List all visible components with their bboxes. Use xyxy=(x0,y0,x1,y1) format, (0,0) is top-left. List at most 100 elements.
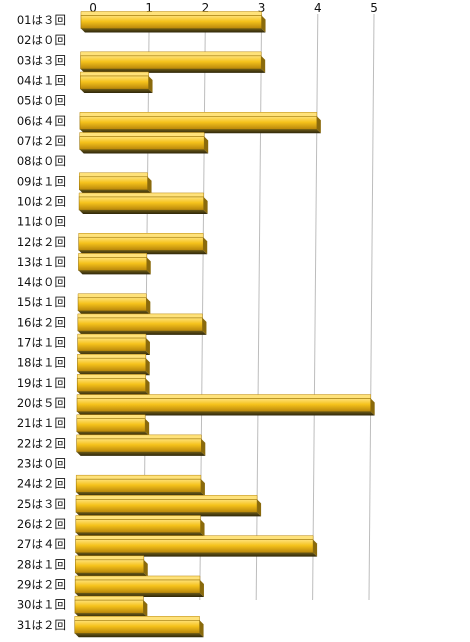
bar-shadow-face xyxy=(79,209,208,214)
bar-front-face xyxy=(80,15,262,29)
bar-shadow-face xyxy=(76,451,206,456)
bar-shadow-face xyxy=(80,28,266,33)
category-label: 28は１回 xyxy=(17,557,66,571)
category-label: 09は１回 xyxy=(17,174,66,188)
category-label: 30は１回 xyxy=(17,598,66,612)
bar xyxy=(77,313,207,335)
category-label: 04は１回 xyxy=(17,73,66,87)
bar-top-face xyxy=(78,233,204,238)
grid-line xyxy=(368,13,375,601)
bar-top-face xyxy=(74,575,201,581)
category-label: 23は０回 xyxy=(17,457,66,471)
bar-top-face xyxy=(76,394,371,399)
bar-shadow-face xyxy=(77,411,375,416)
bar xyxy=(78,253,151,275)
category-label: 11は０回 xyxy=(17,215,66,229)
category-label: 12は２回 xyxy=(17,235,66,249)
bar-front-face xyxy=(74,579,201,594)
category-label: 22は２回 xyxy=(17,436,66,450)
bar-top-face xyxy=(80,71,149,77)
bar-top-face xyxy=(80,11,262,16)
category-label: 01は３回 xyxy=(17,13,66,27)
bar-front-face xyxy=(78,257,148,271)
bar-top-face xyxy=(75,495,258,500)
category-label: 07は２回 xyxy=(17,134,66,148)
bar xyxy=(77,333,150,356)
bar-end-face xyxy=(203,196,208,214)
bar xyxy=(78,233,208,255)
bar-top-face xyxy=(74,616,200,621)
bar-front-face xyxy=(80,75,149,90)
bar-end-face xyxy=(145,378,150,396)
category-label: 27は４回 xyxy=(17,537,66,551)
x-tick-label: 4 xyxy=(314,1,322,15)
bar-end-face xyxy=(146,297,151,315)
bar-end-face xyxy=(145,338,150,356)
bar-top-face xyxy=(76,434,202,440)
bar-front-face xyxy=(76,398,371,412)
bar-front-face xyxy=(77,317,203,332)
bar-end-face xyxy=(261,15,266,33)
bar-top-face xyxy=(76,374,146,379)
category-label: 16は２回 xyxy=(17,315,66,329)
bar-top-face xyxy=(75,515,201,520)
bar-top-face xyxy=(79,132,205,137)
bar-end-face xyxy=(257,499,262,517)
x-tick-label: 5 xyxy=(370,1,378,15)
bar-end-face xyxy=(200,519,205,537)
bar xyxy=(80,51,266,73)
bar-top-face xyxy=(79,172,148,178)
category-label: 06は４回 xyxy=(17,114,66,128)
bar xyxy=(79,112,321,134)
bar-shadow-face xyxy=(74,633,204,638)
bar-end-face xyxy=(143,559,148,577)
bar-end-face xyxy=(199,620,204,638)
bar-front-face xyxy=(76,438,202,453)
category-label: 08は０回 xyxy=(17,154,66,168)
bar-top-face xyxy=(78,192,204,198)
bar-front-face xyxy=(77,337,147,352)
bar xyxy=(74,616,204,638)
bar-end-face xyxy=(199,579,204,597)
bar-top-face xyxy=(74,595,144,601)
bar-end-face xyxy=(313,539,318,557)
bar-front-face xyxy=(78,236,204,251)
bar-top-face xyxy=(80,51,262,57)
bar-front-face xyxy=(76,418,146,433)
category-label: 17は１回 xyxy=(17,336,66,350)
bar xyxy=(75,495,262,517)
bar xyxy=(75,474,205,497)
bar xyxy=(80,11,266,33)
bar-top-face xyxy=(76,414,146,419)
bar-front-face xyxy=(75,539,314,553)
bar xyxy=(74,595,148,618)
bar-front-face xyxy=(77,357,147,372)
bar-end-face xyxy=(261,55,266,73)
category-label: 14は０回 xyxy=(17,275,66,289)
bar-end-face xyxy=(204,136,209,154)
category-label: 19は１回 xyxy=(17,376,66,390)
category-label: 21は１回 xyxy=(17,416,66,430)
category-label: 05は０回 xyxy=(17,94,66,108)
bar-front-face xyxy=(75,499,258,513)
bar-top-face xyxy=(77,293,147,298)
bar-end-face xyxy=(202,317,207,335)
bar-top-face xyxy=(77,353,146,359)
bar-shadow-face xyxy=(78,270,151,275)
bar-end-face xyxy=(145,358,150,376)
category-label: 24は２回 xyxy=(17,477,66,491)
bar-shadow-face xyxy=(79,149,209,154)
grid-line xyxy=(312,13,319,601)
category-label: 29は２回 xyxy=(17,577,66,591)
bar-top-face xyxy=(78,253,147,258)
bar-end-face xyxy=(201,438,206,456)
bar-front-face xyxy=(75,478,202,493)
bar xyxy=(74,575,204,597)
bar xyxy=(77,293,151,315)
bar-front-face xyxy=(79,116,318,130)
bar-shadow-face xyxy=(80,88,153,93)
bar-front-face xyxy=(74,619,200,634)
bar xyxy=(80,71,153,93)
x-tick-label: 1 xyxy=(145,1,153,15)
